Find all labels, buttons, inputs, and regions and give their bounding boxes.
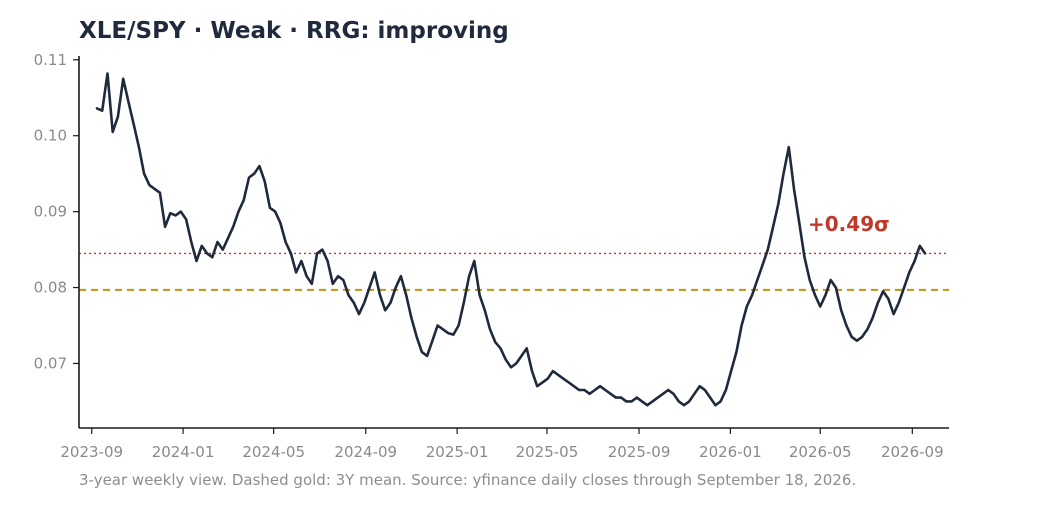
- x-tick-label: 2026-01: [699, 443, 762, 461]
- x-tick-label: 2026-05: [789, 443, 852, 461]
- x-tick-label: 2026-09: [881, 443, 944, 461]
- zscore-annotation: +0.49σ: [808, 212, 890, 236]
- reference-lines: [79, 252, 949, 291]
- x-tick-label: 2024-05: [242, 443, 305, 461]
- x-tick-label: 2023-09: [60, 443, 123, 461]
- y-tick-label: 0.07: [34, 354, 67, 372]
- footnote: 3-year weekly view. Dashed gold: 3Y mean…: [79, 471, 857, 489]
- y-tick-label: 0.11: [34, 51, 67, 69]
- x-tick-label: 2025-09: [608, 443, 671, 461]
- tick-labels: 0.07 0.08 0.09 0.10 0.11 2023-09 2024-01 2024-0…: [34, 51, 944, 461]
- x-tick-label: 2025-05: [516, 443, 579, 461]
- y-tick-label: 0.09: [34, 203, 67, 221]
- x-tick-label: 2024-09: [334, 443, 397, 461]
- series-line-0: [95, 72, 927, 407]
- y-tick-label: 0.10: [34, 127, 67, 145]
- y-tick-label: 0.08: [34, 279, 67, 297]
- series-layer: [95, 72, 927, 407]
- x-tick-label: 2024-01: [152, 443, 215, 461]
- x-tick-label: 2025-01: [426, 443, 489, 461]
- axes: [78, 56, 949, 429]
- chart-title: XLE/SPY · Weak · RRG: improving: [79, 18, 509, 44]
